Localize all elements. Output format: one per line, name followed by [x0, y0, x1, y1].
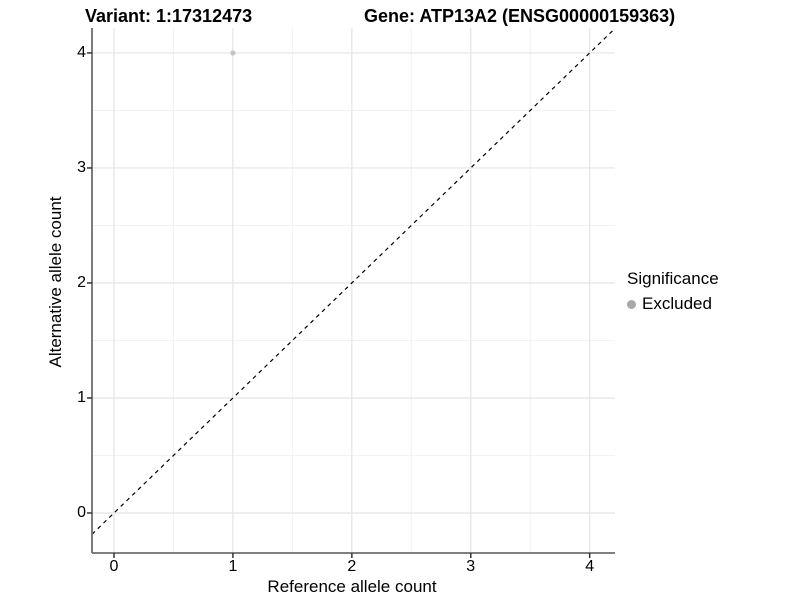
legend: Significance Excluded [627, 269, 719, 314]
y-tick-label: 4 [77, 43, 86, 61]
plot-title-gene: Gene: ATP13A2 (ENSG00000159363) [364, 6, 676, 26]
x-tick-label: 4 [585, 558, 595, 575]
y-tick-label: 3 [77, 158, 86, 176]
y-tick-label: 1 [77, 388, 86, 406]
x-axis-title: Reference allele count [267, 577, 437, 596]
x-tick-label: 3 [466, 558, 476, 575]
legend-item-excluded: Excluded [627, 294, 719, 314]
x-tick-label: 2 [347, 558, 357, 575]
identity-line [91, 28, 616, 535]
y-tick-label: 0 [77, 503, 86, 521]
y-tick-label: 2 [77, 273, 86, 291]
x-tick-label: 0 [109, 558, 119, 575]
data-point-excluded [230, 50, 236, 56]
legend-dot-icon [627, 299, 636, 309]
plot-title-variant: Variant: 1:17312473 [85, 6, 253, 26]
x-tick-label: 1 [228, 558, 238, 575]
legend-item-label: Excluded [642, 294, 712, 313]
y-axis-title: Alternative allele count [46, 196, 65, 368]
legend-title: Significance [627, 269, 719, 288]
